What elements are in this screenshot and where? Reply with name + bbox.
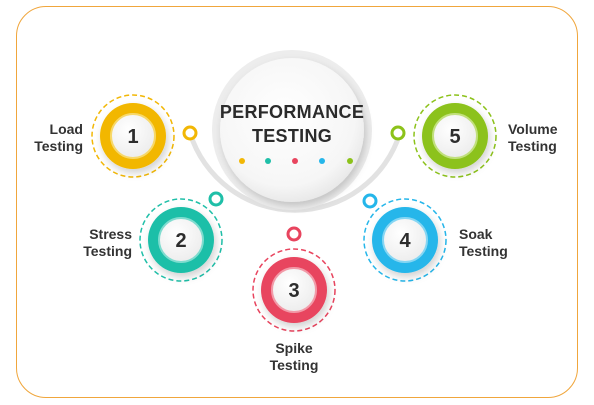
label-load-testing: Load Testing: [34, 121, 83, 154]
label-spike-testing: Spike Testing: [269, 340, 319, 373]
node-number-4: 4: [399, 230, 411, 252]
title-line-2: TESTING: [251, 126, 333, 146]
connector-dot-5: [390, 125, 406, 141]
connector-dot-1: [182, 125, 198, 141]
hub-dot-teal: [265, 158, 271, 164]
hub-dot-pink: [292, 158, 298, 164]
label-stress-testing: Stress Testing: [83, 226, 132, 259]
connector-dot-3: [286, 226, 302, 242]
connector-dot-4: [362, 193, 378, 209]
connector-dot-2: [208, 191, 224, 207]
hub-dot-blue: [319, 158, 325, 164]
node-spike: 3: [252, 226, 336, 332]
node-number-5: 5: [449, 126, 460, 148]
node-number-1: 1: [127, 126, 138, 148]
diagram-title: PERFORMANCE TESTING: [212, 100, 372, 148]
label-volume-testing: Volume Testing: [508, 121, 558, 154]
central-hub: [212, 50, 372, 210]
title-line-1: PERFORMANCE: [219, 102, 365, 122]
node-load: 1: [91, 94, 198, 178]
node-volume: 5: [390, 94, 497, 178]
node-soak: 4: [362, 193, 447, 282]
hub-dot-yellow: [239, 158, 245, 164]
node-number-3: 3: [288, 280, 299, 302]
node-number-2: 2: [175, 230, 186, 252]
node-stress: 2: [139, 191, 224, 282]
hub-dot-green: [347, 158, 353, 164]
diagram-frame: [16, 6, 578, 398]
connector-arc: [187, 132, 403, 213]
label-soak-testing: Soak Testing: [459, 226, 508, 259]
